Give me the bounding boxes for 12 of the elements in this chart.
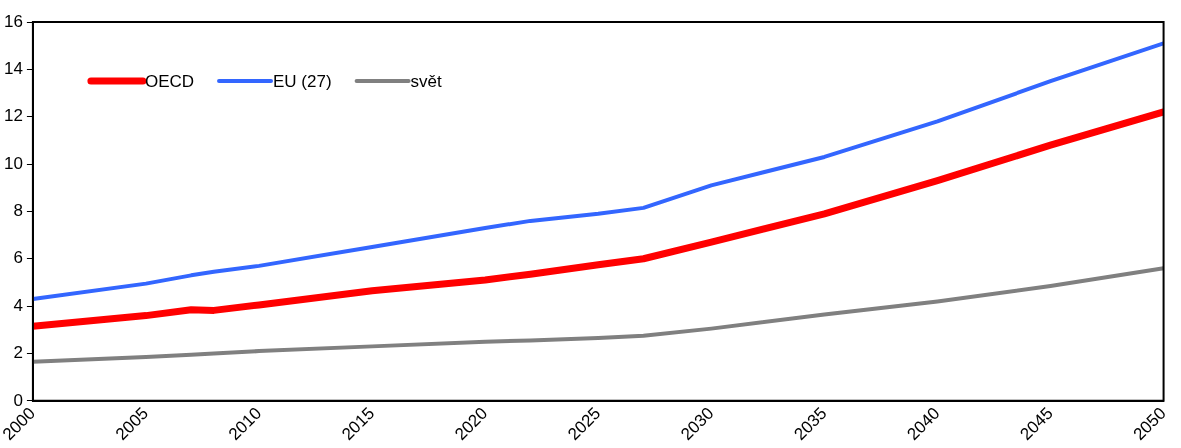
y-tick-label: 12 — [3, 106, 23, 126]
y-tick-label: 8 — [13, 201, 23, 221]
y-tick-label: 6 — [13, 248, 23, 268]
legend-label: OECD — [144, 71, 195, 91]
y-tick-label: 14 — [3, 59, 23, 79]
y-tick-label: 2 — [13, 343, 23, 363]
y-tick-label: 16 — [3, 11, 23, 31]
y-tick-label: 10 — [3, 153, 23, 173]
y-tick-label: 0 — [13, 390, 23, 410]
legend-label: EU (27) — [273, 71, 332, 91]
y-tick-label: 4 — [13, 295, 23, 315]
legend-label: svět — [410, 71, 443, 91]
